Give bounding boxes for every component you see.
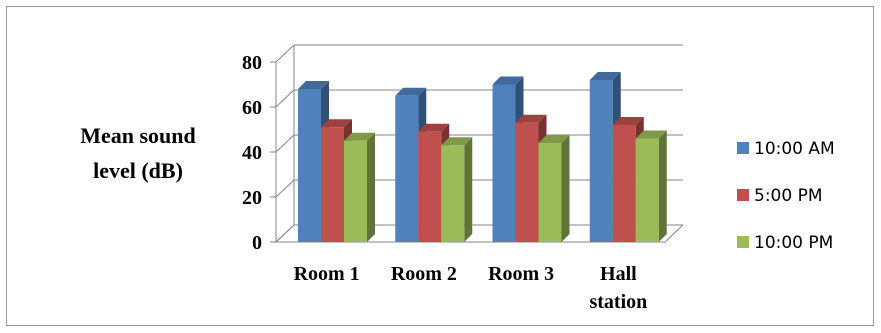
bar-top xyxy=(321,119,352,128)
bar-top xyxy=(589,72,621,80)
gridline-side xyxy=(275,224,295,243)
x-tick-label: Room 1 xyxy=(294,263,360,285)
bar xyxy=(418,131,442,242)
bar-top xyxy=(418,123,450,132)
legend-label: 5:00 PM xyxy=(754,186,823,206)
bar-side xyxy=(464,137,473,242)
y-tick-label: 0 xyxy=(252,232,262,254)
bar xyxy=(441,145,465,242)
x-tick-label: station xyxy=(589,291,647,313)
y-tick-label: 20 xyxy=(242,187,262,209)
bar-side xyxy=(367,132,375,242)
legend-swatch xyxy=(737,189,749,201)
legend-label: 10:00 PM xyxy=(754,233,833,253)
bar xyxy=(298,89,321,242)
y-tick-label: 80 xyxy=(242,52,262,74)
bar xyxy=(321,127,344,242)
y-tick-label: 60 xyxy=(242,97,262,119)
bar-top xyxy=(515,114,547,123)
x-tick-label: Hall xyxy=(600,263,637,285)
bar xyxy=(635,138,659,242)
bar-top xyxy=(635,130,667,139)
floor-edge xyxy=(664,224,684,243)
bar xyxy=(492,84,516,242)
bar xyxy=(515,122,539,242)
y-axis-label: level (dB) xyxy=(93,158,183,183)
x-tick-label: Room 3 xyxy=(488,263,554,285)
bar-top xyxy=(492,76,524,85)
legend-swatch xyxy=(737,142,749,154)
gridline-side xyxy=(275,89,295,108)
x-tick-label: Room 2 xyxy=(391,263,457,285)
bar xyxy=(344,140,367,242)
bar-side xyxy=(561,135,570,242)
bar-top xyxy=(441,137,473,146)
bar xyxy=(589,80,613,242)
bar-top xyxy=(344,132,375,141)
bar-top xyxy=(298,81,329,89)
bar xyxy=(538,143,562,242)
gridline-side xyxy=(275,179,295,198)
bar-top xyxy=(612,117,644,125)
gridline-side xyxy=(275,44,295,63)
y-axis-label: Mean sound xyxy=(80,123,196,148)
bar xyxy=(612,125,636,242)
legend-swatch xyxy=(737,236,749,248)
bar xyxy=(395,95,419,242)
gridline-side xyxy=(275,134,295,153)
y-tick-label: 40 xyxy=(242,142,262,164)
bar-top xyxy=(538,135,570,143)
legend-label: 10:00 AM xyxy=(754,139,835,159)
bar-side xyxy=(658,130,667,242)
bar-top xyxy=(395,87,427,96)
